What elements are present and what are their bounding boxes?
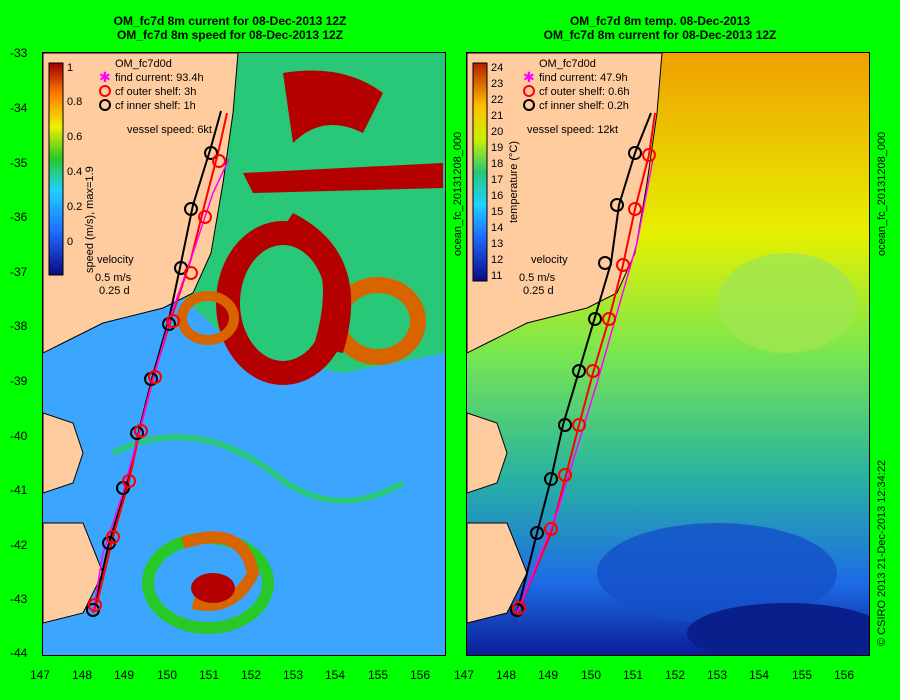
inner-shelf-track xyxy=(92,110,222,614)
right-velocity-time: 0.25 d xyxy=(523,285,554,297)
inner-shelf-markers-right xyxy=(510,146,642,617)
x-tick: 152 xyxy=(665,668,686,682)
y-tick: -43 xyxy=(10,592,28,606)
temp-tick-13: 13 xyxy=(491,238,503,250)
left-title-line1: OM_fc7d 8m current for 08-Dec-2013 12Z xyxy=(113,14,347,28)
speed-map: 1 0.8 0.6 0.4 0.2 0 speed (m/s), max=1.9… xyxy=(43,53,445,655)
side-label-left: ocean_fc_20131208_000 xyxy=(452,131,464,256)
x-tick: 149 xyxy=(538,668,559,682)
find-current-icon: ✱ xyxy=(99,69,111,85)
outer-shelf-markers xyxy=(88,154,226,612)
x-tick: 155 xyxy=(368,668,389,682)
speed-tick-0.4: 0.4 xyxy=(67,166,82,178)
right-legend-title: OM_fc7d0d xyxy=(539,58,596,70)
y-tick: -42 xyxy=(10,538,28,552)
find-current-track-right xyxy=(516,158,654,614)
inner-shelf-track-right xyxy=(516,112,652,614)
left-vessel-speed: vessel speed: 6kt xyxy=(127,124,212,136)
y-tick: -39 xyxy=(10,374,28,388)
temp-tick-18: 18 xyxy=(491,158,503,170)
outer-shelf-track-right xyxy=(516,112,656,614)
temp-tick-12: 12 xyxy=(491,254,503,266)
x-tick: 149 xyxy=(114,668,135,682)
x-tick: 151 xyxy=(199,668,220,682)
speed-tick-0.8: 0.8 xyxy=(67,96,82,108)
temp-tick-24: 24 xyxy=(491,62,503,74)
speed-tick-0: 0 xyxy=(67,236,73,248)
copyright: © CSIRO 2013 21-Dec-2013 12:34:22 xyxy=(876,459,888,646)
temp-tick-23: 23 xyxy=(491,78,503,90)
x-tick: 155 xyxy=(792,668,813,682)
speed-colorbar-label: speed (m/s), max=1.9 xyxy=(84,166,96,273)
left-legend-find-current: find current: 93.4h xyxy=(115,72,204,84)
outer-shelf-icon xyxy=(99,85,111,97)
temperature-colorbar xyxy=(472,62,488,282)
outer-shelf-icon-right xyxy=(523,85,535,97)
y-tick: -38 xyxy=(10,319,28,333)
x-tick: 148 xyxy=(72,668,93,682)
temperature-colorbar-label: temperature (°C) xyxy=(508,141,520,223)
y-tick: -36 xyxy=(10,210,28,224)
inner-shelf-icon xyxy=(99,99,111,111)
speed-colorbar xyxy=(48,62,64,276)
x-tick: 153 xyxy=(707,668,728,682)
temp-tick-14: 14 xyxy=(491,222,503,234)
x-tick: 148 xyxy=(496,668,517,682)
x-tick: 147 xyxy=(454,668,475,682)
temp-tick-20: 20 xyxy=(491,126,503,138)
y-tick: -33 xyxy=(10,46,28,60)
temp-tick-19: 19 xyxy=(491,142,503,154)
left-velocity-scale: 0.5 m/s xyxy=(95,272,132,284)
right-legend-outer-shelf: cf outer shelf: 0.6h xyxy=(539,86,630,98)
temp-tick-17: 17 xyxy=(491,174,503,186)
side-label-right: ocean_fc_20131208_000 xyxy=(876,131,888,256)
x-tick: 147 xyxy=(30,668,51,682)
x-tick: 156 xyxy=(834,668,855,682)
x-tick: 151 xyxy=(623,668,644,682)
find-current-icon-right: ✱ xyxy=(523,69,535,85)
temp-tick-16: 16 xyxy=(491,190,503,202)
y-tick: -44 xyxy=(10,646,28,660)
speed-tick-1: 1 xyxy=(67,62,73,74)
right-vessel-speed: vessel speed: 12kt xyxy=(527,124,618,136)
x-tick: 153 xyxy=(283,668,304,682)
left-velocity-label: velocity xyxy=(97,254,134,266)
speed-map-panel: 1 0.8 0.6 0.4 0.2 0 speed (m/s), max=1.9… xyxy=(42,52,446,656)
speed-tick-0.6: 0.6 xyxy=(67,131,82,143)
temp-tick-15: 15 xyxy=(491,206,503,218)
temperature-map: 24 23 22 21 20 19 18 17 16 15 14 13 12 1… xyxy=(467,53,869,655)
left-legend-outer-shelf: cf outer shelf: 3h xyxy=(115,86,196,98)
y-tick: -35 xyxy=(10,156,28,170)
right-title-line1: OM_fc7d 8m temp. 08-Dec-2013 xyxy=(569,14,751,28)
x-tick: 152 xyxy=(241,668,262,682)
left-title-line2: OM_fc7d 8m speed for 08-Dec-2013 12Z xyxy=(116,28,344,42)
right-title-line2: OM_fc7d 8m current for 08-Dec-2013 12Z xyxy=(543,28,777,42)
y-tick: -37 xyxy=(10,265,28,279)
x-tick: 154 xyxy=(325,668,346,682)
left-legend-inner-shelf: cf inner shelf: 1h xyxy=(115,100,196,112)
right-velocity-label: velocity xyxy=(531,254,568,266)
y-tick: -41 xyxy=(10,483,28,497)
x-tick: 156 xyxy=(410,668,431,682)
speed-tick-0.2: 0.2 xyxy=(67,201,82,213)
x-tick: 150 xyxy=(157,668,178,682)
temp-tick-21: 21 xyxy=(491,110,503,122)
x-tick: 150 xyxy=(581,668,602,682)
right-legend-inner-shelf: cf inner shelf: 0.2h xyxy=(539,100,629,112)
right-velocity-scale: 0.5 m/s xyxy=(519,272,556,284)
outer-shelf-markers-right xyxy=(512,148,656,615)
speed-colorbar-ticks: 1 0.8 0.6 0.4 0.2 0 xyxy=(67,62,82,248)
inner-shelf-icon-right xyxy=(523,99,535,111)
y-tick: -40 xyxy=(10,429,28,443)
y-tick: -34 xyxy=(10,101,28,115)
temp-tick-11: 11 xyxy=(491,270,502,282)
temperature-colorbar-ticks: 24 23 22 21 20 19 18 17 16 15 14 13 12 1… xyxy=(491,62,503,282)
right-legend-find-current: find current: 47.9h xyxy=(539,72,628,84)
temperature-map-panel: 24 23 22 21 20 19 18 17 16 15 14 13 12 1… xyxy=(466,52,870,656)
left-legend-title: OM_fc7d0d xyxy=(115,58,172,70)
left-velocity-time: 0.25 d xyxy=(99,285,130,297)
x-tick: 154 xyxy=(749,668,770,682)
temp-tick-22: 22 xyxy=(491,94,503,106)
